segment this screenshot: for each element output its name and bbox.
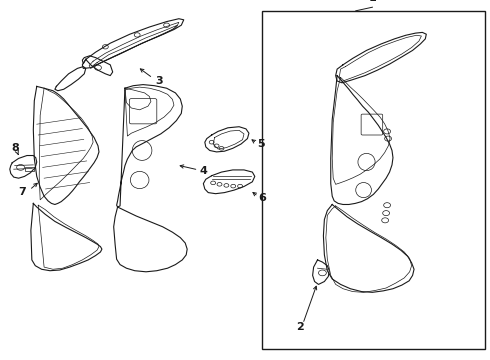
Bar <box>262 11 485 349</box>
Text: 2: 2 <box>296 322 304 332</box>
Text: 4: 4 <box>199 166 207 176</box>
Text: 1: 1 <box>368 0 376 3</box>
Text: 6: 6 <box>259 193 267 203</box>
Text: 7: 7 <box>18 186 26 197</box>
Text: 5: 5 <box>257 139 265 149</box>
Text: 3: 3 <box>155 76 163 86</box>
Bar <box>25 167 34 171</box>
Text: 8: 8 <box>12 143 20 153</box>
